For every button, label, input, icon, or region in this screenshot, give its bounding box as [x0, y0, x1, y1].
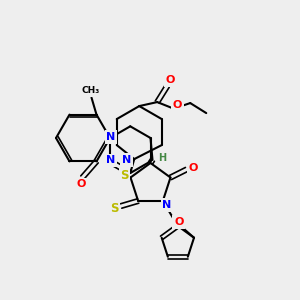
Text: N: N — [162, 200, 172, 210]
Text: O: O — [166, 75, 175, 85]
Text: O: O — [174, 217, 184, 227]
Text: N: N — [106, 132, 116, 142]
Text: O: O — [172, 100, 182, 110]
Text: S: S — [110, 202, 118, 215]
Text: N: N — [106, 155, 116, 165]
Text: O: O — [77, 179, 86, 189]
Text: H: H — [158, 153, 166, 163]
Text: O: O — [189, 163, 198, 172]
Text: CH₃: CH₃ — [81, 86, 100, 95]
Text: N: N — [122, 155, 131, 165]
Text: S: S — [120, 169, 129, 182]
